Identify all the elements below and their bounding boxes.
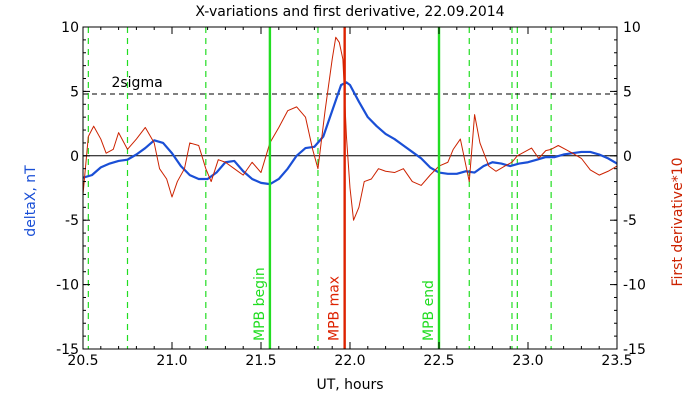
y-tick-label-right: 0 bbox=[623, 149, 632, 165]
x-tick-label: 20.5 bbox=[67, 353, 98, 369]
threshold-label: 2sigma bbox=[111, 75, 162, 91]
x-tick-label: 22.5 bbox=[423, 353, 454, 369]
y-tick-label-left: -10 bbox=[56, 278, 79, 294]
x-tick-label: 22.0 bbox=[334, 353, 365, 369]
y-tick-label-right: -5 bbox=[623, 213, 637, 229]
x-tick-label: 23.0 bbox=[512, 353, 543, 369]
x-tick-label: 21.5 bbox=[245, 353, 276, 369]
y-axis-label-left: deltaX, nT bbox=[23, 165, 39, 237]
y-tick-label-left: 5 bbox=[70, 84, 79, 100]
y-tick-label-right: 5 bbox=[623, 84, 632, 100]
y-tick-label-left: -5 bbox=[65, 213, 79, 229]
y-tick-label-right: 10 bbox=[623, 20, 641, 36]
series-line-derivative bbox=[82, 36, 618, 221]
marker-label: MPB max bbox=[327, 276, 343, 341]
marker-label: MPB end bbox=[421, 280, 437, 341]
marker-label: MPB begin bbox=[252, 267, 268, 341]
x-tick-label: 21.0 bbox=[156, 353, 187, 369]
y-tick-label-left: 10 bbox=[61, 20, 79, 36]
y-tick-label-left: -15 bbox=[56, 342, 79, 358]
x-axis-label: UT, hours bbox=[316, 377, 383, 393]
y-tick-label-right: -15 bbox=[623, 342, 646, 358]
x-tick-label: 23.5 bbox=[601, 353, 632, 369]
chart-title: X-variations and first derivative, 22.09… bbox=[195, 4, 504, 20]
y-tick-label-left: 0 bbox=[70, 149, 79, 165]
plot-area: 2sigma MPB begin MPB max MPB end 20.5 21.0 21.… bbox=[56, 20, 646, 369]
y-axis-label-right: First derivative*10 bbox=[670, 157, 686, 286]
series-line-deltaX bbox=[82, 81, 618, 186]
y-tick-label-right: -10 bbox=[623, 278, 646, 294]
